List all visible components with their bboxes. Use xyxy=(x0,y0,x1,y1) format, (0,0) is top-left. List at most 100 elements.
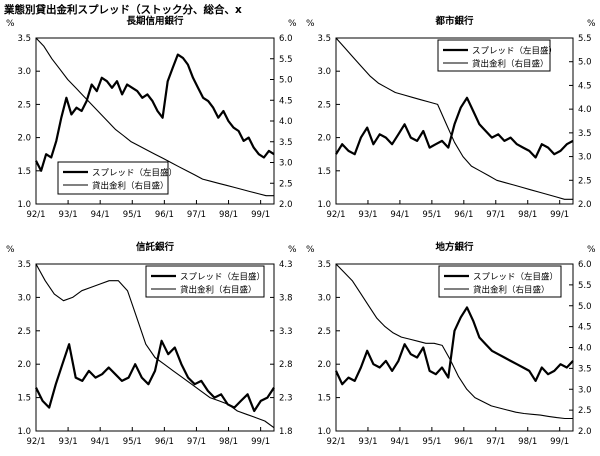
right-tick-label: 2.5 xyxy=(279,179,293,189)
right-unit-label: % xyxy=(587,245,596,255)
x-tick-label: 96/1 xyxy=(155,210,174,220)
right-tick-label: 3.3 xyxy=(279,327,293,337)
right-unit-label: % xyxy=(288,245,297,255)
left-unit-label: % xyxy=(306,245,315,255)
x-tick-label: 94/1 xyxy=(91,210,110,220)
left-tick-label: 1.0 xyxy=(317,200,331,210)
x-tick-label: 97/1 xyxy=(486,437,505,447)
right-tick-label: 2.0 xyxy=(578,200,592,210)
right-tick-label: 5.0 xyxy=(578,58,592,68)
x-tick-label: 92/1 xyxy=(326,437,345,447)
chart-panel-4: 地方銀行% % 1.0 1.5 2.0 2.5 3.0 3.5 2.0 2.5 3.0 3.5 4.0 4… xyxy=(306,241,596,447)
left-tick-label: 2.5 xyxy=(317,327,331,337)
left-tick-label: 1.5 xyxy=(17,394,31,404)
right-tick-label: 3.0 xyxy=(578,153,592,163)
x-tick-label: 93/1 xyxy=(358,437,377,447)
left-tick-label: 2.0 xyxy=(317,360,331,370)
legend-label-rate: 貸出金利（右目盛） xyxy=(473,285,550,296)
right-tick-label: 3.5 xyxy=(578,364,592,374)
series-spread-line xyxy=(35,339,275,413)
right-tick-label: 3.8 xyxy=(279,293,293,303)
right-tick-label: 2.5 xyxy=(578,176,592,186)
x-tick-label: 98/1 xyxy=(219,210,238,220)
right-tick-label: 6.0 xyxy=(279,34,293,44)
x-tick-label: 99/1 xyxy=(251,210,270,220)
x-tick-label: 92/1 xyxy=(326,210,345,220)
left-tick-label: 1.0 xyxy=(317,427,331,437)
x-tick-label: 98/1 xyxy=(219,437,238,447)
left-tick-label: 3.5 xyxy=(317,34,331,44)
right-tick-label: 3.5 xyxy=(279,138,293,148)
x-tick-label: 93/1 xyxy=(358,210,377,220)
left-tick-label: 3.5 xyxy=(17,34,31,44)
x-tick-label: 99/1 xyxy=(550,437,569,447)
legend-label-spread: スプレッド（左目盛） xyxy=(180,272,265,283)
series-spread-line xyxy=(335,96,574,159)
right-unit-label: % xyxy=(288,19,297,29)
right-tick-label: 3.0 xyxy=(578,385,592,395)
left-tick-label: 1.5 xyxy=(17,167,31,177)
x-tick-label: 96/1 xyxy=(454,437,473,447)
chart-title: 信託銀行 xyxy=(136,241,175,253)
series-rate-line xyxy=(35,263,275,429)
right-tick-label: 4.5 xyxy=(279,96,293,106)
x-tick-label: 94/1 xyxy=(390,437,409,447)
right-tick-label: 5.0 xyxy=(279,76,293,86)
right-tick-label: 5.5 xyxy=(578,281,592,291)
right-tick-label: 1.8 xyxy=(279,427,293,437)
x-tick-label: 95/1 xyxy=(123,210,142,220)
series-spread-line xyxy=(335,306,574,386)
x-tick-label: 92/1 xyxy=(26,210,45,220)
page-title: 業態別貸出金利スプレッド（ストック分、総合、x xyxy=(4,4,242,16)
chart-panel-1: 長期信用銀行% % 1.0 1.5 2.0 2.5 3.0 3.5 2.0 2.5 3.0 3.5 4.… xyxy=(6,15,297,220)
right-tick-label: 5.5 xyxy=(578,34,592,44)
legend-label-rate: 貸出金利（右目盛） xyxy=(180,285,257,296)
right-tick-label: 2.0 xyxy=(279,200,293,210)
legend-box xyxy=(57,161,169,195)
left-tick-label: 1.0 xyxy=(17,427,31,437)
series-rate-line xyxy=(335,37,573,200)
chart-panel-2: 都市銀行% % 1.0 1.5 2.0 2.5 3.0 3.5 2.0 2.5 3.0 3.5 4.0 4… xyxy=(306,15,596,220)
legend-label-rate: 貸出金利（右目盛） xyxy=(92,181,169,192)
right-tick-label: 4.0 xyxy=(578,105,592,115)
left-tick-label: 2.5 xyxy=(17,100,31,110)
series-spread-line xyxy=(35,53,275,172)
left-tick-label: 2.0 xyxy=(17,134,31,144)
left-tick-label: 1.5 xyxy=(317,394,331,404)
x-tick-label: 97/1 xyxy=(187,437,206,447)
left-tick-label: 3.0 xyxy=(317,293,331,303)
legend-label-spread: スプレッド（左目盛） xyxy=(92,168,177,179)
x-tick-label: 94/1 xyxy=(390,210,409,220)
right-unit-label: % xyxy=(587,19,596,29)
right-tick-label: 3.0 xyxy=(279,159,293,169)
chart-title: 地方銀行 xyxy=(435,241,474,253)
legend-label-rate: 貸出金利（右目盛） xyxy=(472,59,549,70)
left-tick-label: 1.5 xyxy=(317,167,331,177)
chart-title: 長期信用銀行 xyxy=(126,15,184,27)
right-tick-label: 2.5 xyxy=(578,406,592,416)
x-tick-label: 93/1 xyxy=(59,210,78,220)
left-tick-label: 2.5 xyxy=(17,327,31,337)
left-tick-label: 1.0 xyxy=(17,200,31,210)
x-tick-label: 95/1 xyxy=(422,210,441,220)
left-tick-label: 2.5 xyxy=(317,100,331,110)
right-tick-label: 3.5 xyxy=(578,129,592,139)
legend-label-spread: スプレッド（左目盛） xyxy=(472,46,557,57)
left-tick-label: 2.0 xyxy=(17,360,31,370)
right-tick-label: 4.0 xyxy=(578,344,592,354)
right-tick-label: 4.5 xyxy=(578,323,592,333)
chart-panel-3: 信託銀行% % 1.0 1.5 2.0 2.5 3.0 3.5 1.8 2.3 2.8 3.3 3.8 4… xyxy=(6,241,297,447)
right-tick-label: 2.0 xyxy=(578,427,592,437)
legend-box xyxy=(145,265,265,298)
left-tick-label: 3.0 xyxy=(317,67,331,77)
left-tick-label: 3.5 xyxy=(317,260,331,270)
right-tick-label: 4.5 xyxy=(578,81,592,91)
x-tick-label: 95/1 xyxy=(123,437,142,447)
legend-label-spread: スプレッド（左目盛） xyxy=(473,272,558,283)
series-rate-line xyxy=(35,37,274,197)
left-unit-label: % xyxy=(6,19,15,29)
x-tick-label: 92/1 xyxy=(26,437,45,447)
left-unit-label: % xyxy=(6,245,15,255)
x-tick-label: 99/1 xyxy=(251,437,270,447)
right-tick-label: 2.8 xyxy=(279,360,293,370)
